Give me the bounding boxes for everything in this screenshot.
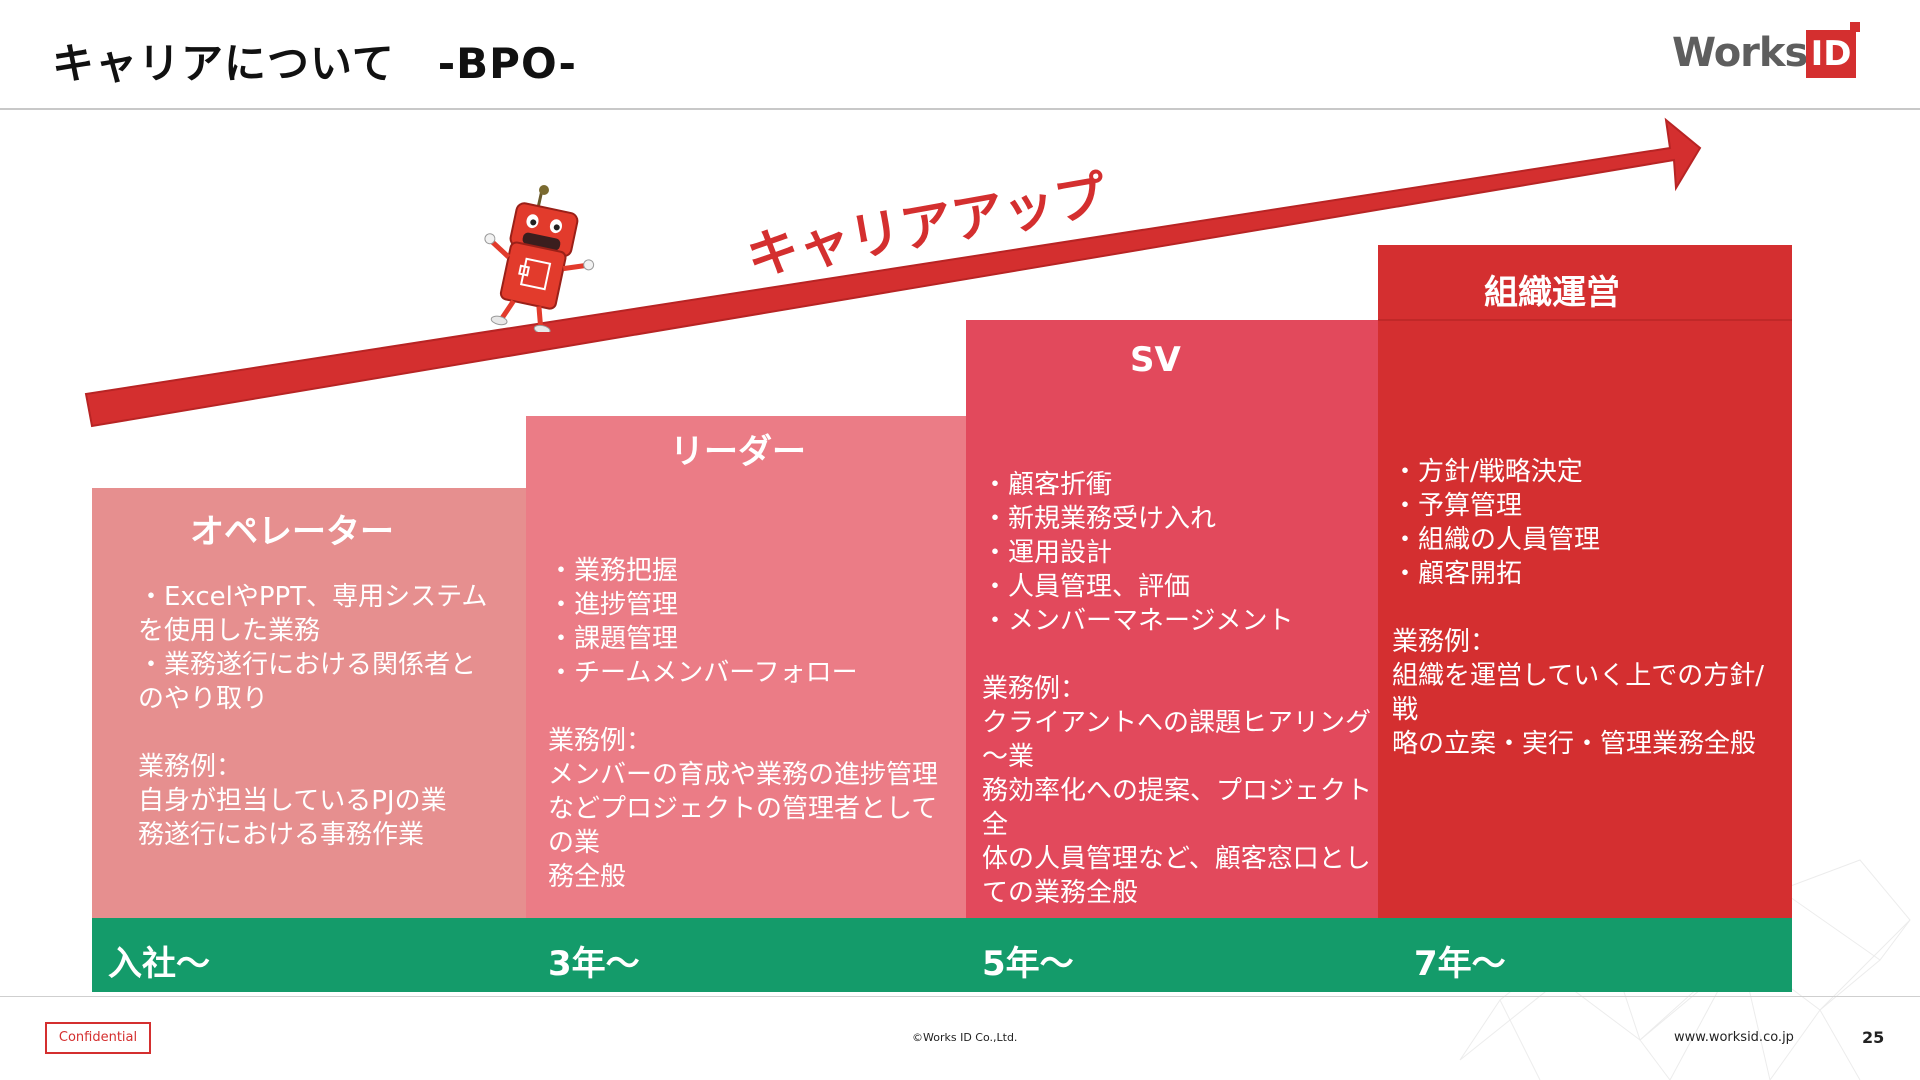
step-operator: オペレーター ・ExcelやPPT、専用システム を使用した業務 ・業務遂行にお…: [92, 488, 526, 918]
step-sv: SV ・顧客折衝 ・新規業務受け入れ ・運用設計 ・人員管理、評価 ・メンバーマ…: [966, 320, 1378, 918]
copyright-text: ©Works ID Co.,Ltd.: [912, 1031, 1018, 1044]
step-organization-body: ・方針/戦略決定 ・予算管理 ・組織の人員管理 ・顧客開拓 業務例： 組織を運営…: [1392, 457, 1764, 759]
step-organization: 組織運営 ・方針/戦略決定 ・予算管理 ・組織の人員管理 ・顧客開拓 業務例： …: [1378, 245, 1792, 918]
timeline-label-3yr: 3年～: [548, 944, 640, 984]
logo-mark-icon: [1850, 22, 1860, 32]
career-up-label: キャリアアップ: [742, 165, 1112, 288]
confidential-badge: Confidential: [45, 1022, 151, 1054]
logo-works-text: Works: [1672, 30, 1808, 76]
step-leader-title: リーダー: [670, 432, 806, 472]
step-leader: リーダー ・業務把握 ・進捗管理 ・課題管理 ・チームメンバーフォロー 業務例：…: [526, 416, 966, 918]
timeline-label-5yr: 5年～: [982, 944, 1074, 984]
works-id-logo: Works ID: [1672, 22, 1862, 84]
timeline-bar: 入社～ 3年～ 5年～ 7年～: [92, 918, 1792, 992]
timeline-label-entry: 入社～: [108, 944, 210, 984]
step-leader-body: ・業務把握 ・進捗管理 ・課題管理 ・チームメンバーフォロー 業務例： メンバー…: [548, 556, 939, 892]
logo-mark-dot: [1842, 30, 1850, 38]
footer-divider: [0, 996, 1920, 997]
mascot-robot-icon: [484, 185, 595, 332]
page-title: キャリアについて -BPO-: [52, 39, 577, 88]
step-organization-title: 組織運営: [1484, 273, 1620, 313]
header-divider: [0, 108, 1920, 110]
page-number: 25: [1862, 1028, 1885, 1047]
step-sv-title: SV: [1130, 340, 1181, 380]
website-url: www.worksid.co.jp: [1674, 1030, 1794, 1045]
step-operator-title: オペレーター: [190, 512, 394, 552]
step-operator-body: ・ExcelやPPT、専用システム を使用した業務 ・業務遂行における関係者と …: [138, 582, 488, 850]
timeline-label-7yr: 7年～: [1414, 944, 1506, 984]
logo-id-badge: ID: [1806, 30, 1856, 78]
step-sv-body: ・顧客折衝 ・新規業務受け入れ ・運用設計 ・人員管理、評価 ・メンバーマネージ…: [982, 470, 1373, 908]
header: キャリアについて -BPO- Works ID: [0, 0, 1920, 110]
